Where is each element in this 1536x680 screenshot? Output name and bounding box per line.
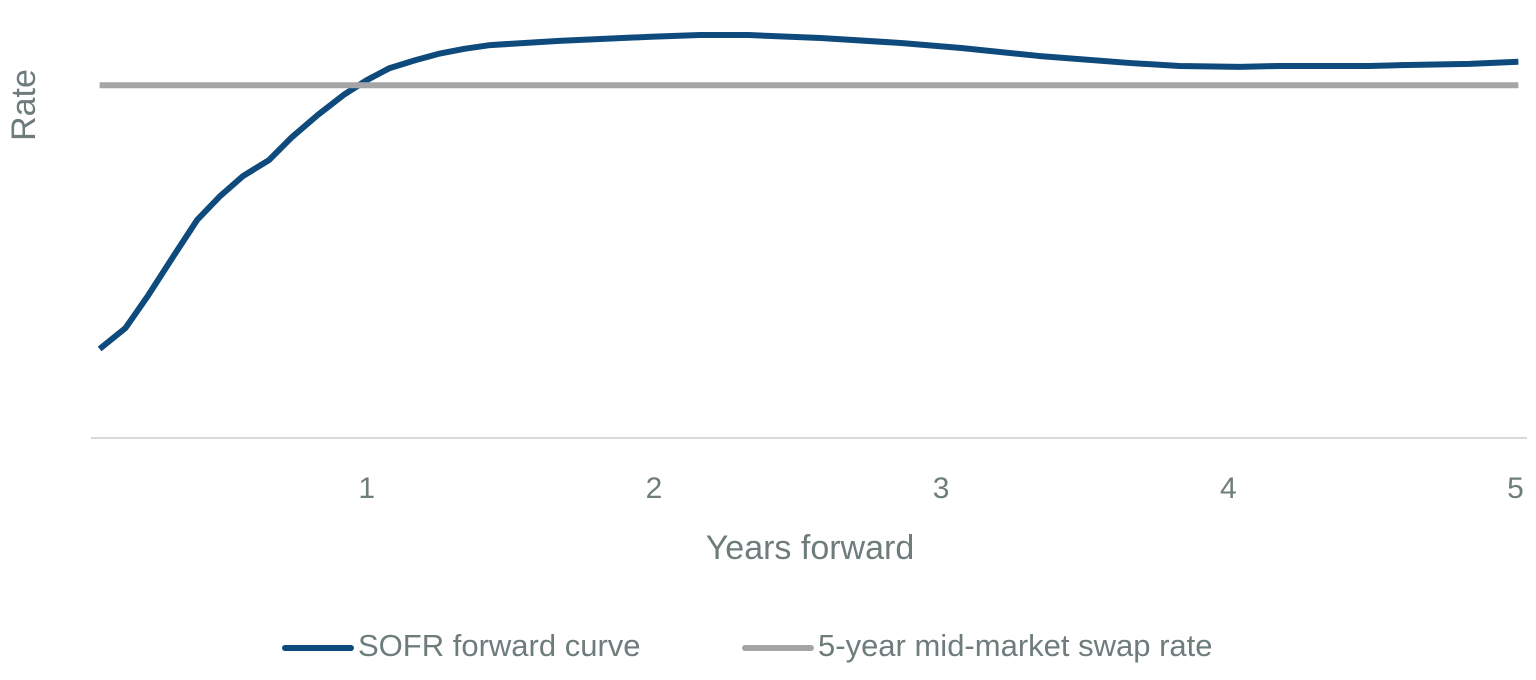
legend-label: SOFR forward curve: [358, 628, 641, 663]
legend-label: 5-year mid-market swap rate: [818, 628, 1213, 663]
series-line: [97, 32, 1519, 352]
x-tick-label: 2: [646, 472, 663, 505]
x-tick-label: 3: [933, 472, 950, 505]
x-tick-label: 1: [358, 472, 375, 505]
x-tick-label: 4: [1220, 472, 1237, 505]
x-tick-label: 5: [1507, 472, 1524, 505]
y-axis-label: Rate: [5, 69, 43, 141]
x-axis-label: Years forward: [706, 529, 915, 567]
